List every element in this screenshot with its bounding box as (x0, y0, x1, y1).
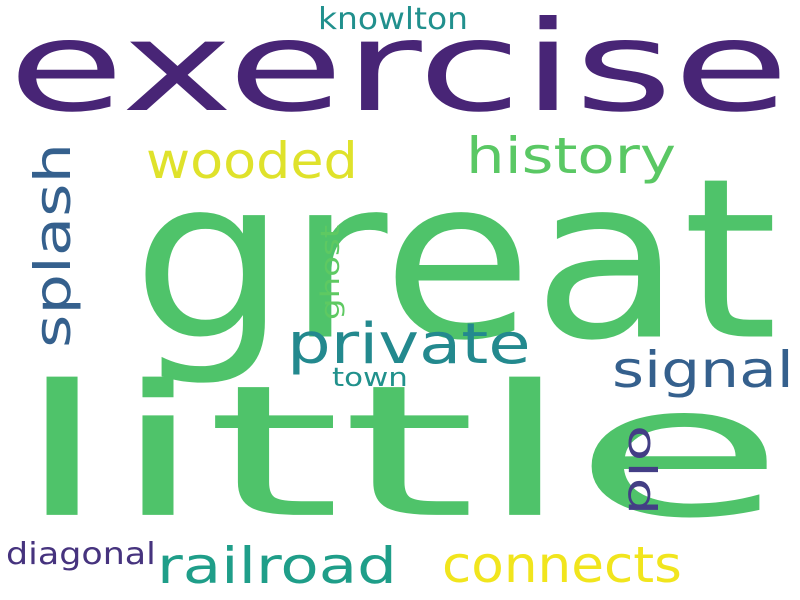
word-splash: splash (23, 142, 83, 348)
word-town: town (332, 361, 408, 393)
word-wooded: wooded (146, 131, 358, 190)
word-railroad: railroad (157, 536, 397, 595)
word-private: private (287, 310, 531, 377)
word-diagonal: diagonal (6, 536, 156, 572)
word-connects: connects (442, 535, 682, 594)
word-old: old (619, 425, 665, 516)
word-exercise: exercise (8, 0, 790, 140)
word-history: history (466, 126, 676, 185)
word-great: great (132, 130, 778, 390)
word-knowlton: knowlton (318, 1, 468, 37)
word-ghost: ghost (314, 224, 346, 320)
word-signal: signal (612, 340, 794, 399)
word-little: little (14, 345, 786, 559)
